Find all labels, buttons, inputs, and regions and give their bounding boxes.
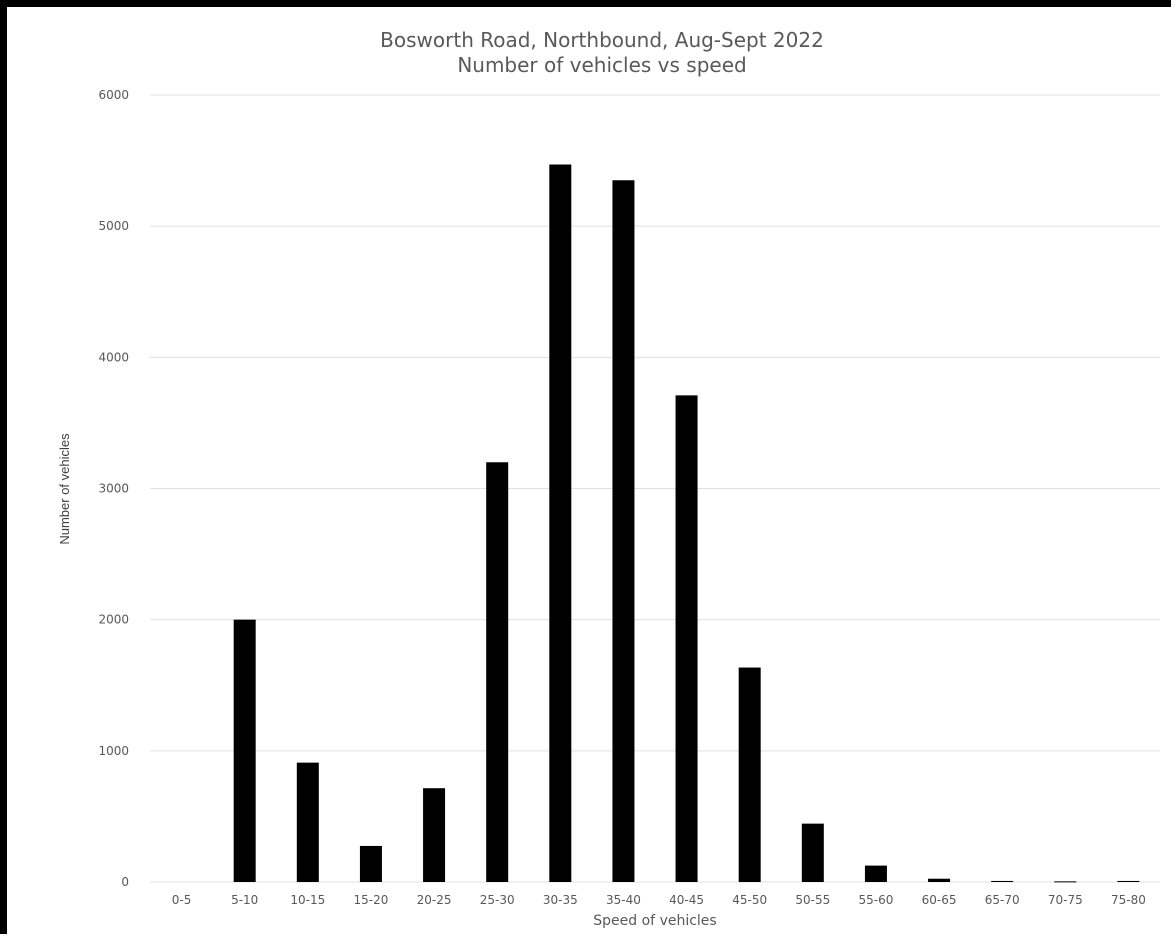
y-axis-ticks: 0 1000 2000 3000 4000 5000 6000 bbox=[98, 88, 129, 889]
bar-30-35 bbox=[549, 164, 572, 883]
x-tick-label: 35-40 bbox=[606, 893, 641, 907]
x-tick-label: 55-60 bbox=[859, 893, 894, 907]
y-tick-label: 5000 bbox=[98, 219, 129, 233]
chart-title-line-1: Bosworth Road, Northbound, Aug-Sept 2022 bbox=[380, 28, 824, 52]
y-axis-title: Number of vehicles bbox=[57, 433, 72, 545]
x-tick-label: 65-70 bbox=[985, 893, 1020, 907]
bar-20-25 bbox=[423, 788, 446, 882]
y-tick-label: 1000 bbox=[98, 744, 129, 758]
bar-15-20 bbox=[359, 845, 382, 882]
chart-title-line-2: Number of vehicles vs speed bbox=[457, 53, 746, 77]
bar-25-30 bbox=[486, 462, 509, 882]
x-tick-label: 70-75 bbox=[1048, 893, 1083, 907]
x-tick-label: 45-50 bbox=[732, 893, 767, 907]
x-tick-label: 0-5 bbox=[172, 893, 192, 907]
bar-35-40 bbox=[612, 180, 635, 883]
gridlines bbox=[150, 94, 1160, 883]
bar-55-60 bbox=[864, 865, 887, 882]
bar-40-45 bbox=[675, 395, 698, 882]
x-tick-label: 25-30 bbox=[480, 893, 515, 907]
bar-chart: Bosworth Road, Northbound, Aug-Sept 2022… bbox=[57, 28, 1160, 929]
bar-65-70 bbox=[991, 880, 1014, 882]
bar-5-10 bbox=[233, 619, 256, 882]
x-tick-label: 40-45 bbox=[669, 893, 704, 907]
x-tick-label: 20-25 bbox=[417, 893, 452, 907]
x-axis-title: Speed of vehicles bbox=[593, 913, 716, 929]
bar-45-50 bbox=[738, 667, 761, 882]
x-tick-label: 60-65 bbox=[922, 893, 957, 907]
y-tick-label: 2000 bbox=[98, 613, 129, 627]
x-tick-label: 30-35 bbox=[543, 893, 578, 907]
x-tick-label: 15-20 bbox=[354, 893, 389, 907]
x-tick-label: 50-55 bbox=[795, 893, 830, 907]
x-tick-label: 75-80 bbox=[1111, 893, 1146, 907]
y-tick-label: 0 bbox=[121, 875, 129, 889]
y-tick-label: 6000 bbox=[98, 88, 129, 102]
y-tick-label: 4000 bbox=[98, 350, 129, 364]
y-tick-label: 3000 bbox=[98, 482, 129, 496]
bar-70-75 bbox=[1054, 881, 1077, 883]
x-tick-label: 5-10 bbox=[231, 893, 258, 907]
bars bbox=[233, 164, 1140, 883]
bar-50-55 bbox=[801, 823, 824, 882]
bar-60-65 bbox=[928, 878, 951, 882]
bar-10-15 bbox=[296, 762, 319, 882]
x-axis-ticks: 0-5 5-10 10-15 15-20 20-25 25-30 30-35 35-40 40-… bbox=[172, 893, 1146, 907]
x-tick-label: 10-15 bbox=[290, 893, 325, 907]
bar-75-80 bbox=[1117, 880, 1140, 882]
